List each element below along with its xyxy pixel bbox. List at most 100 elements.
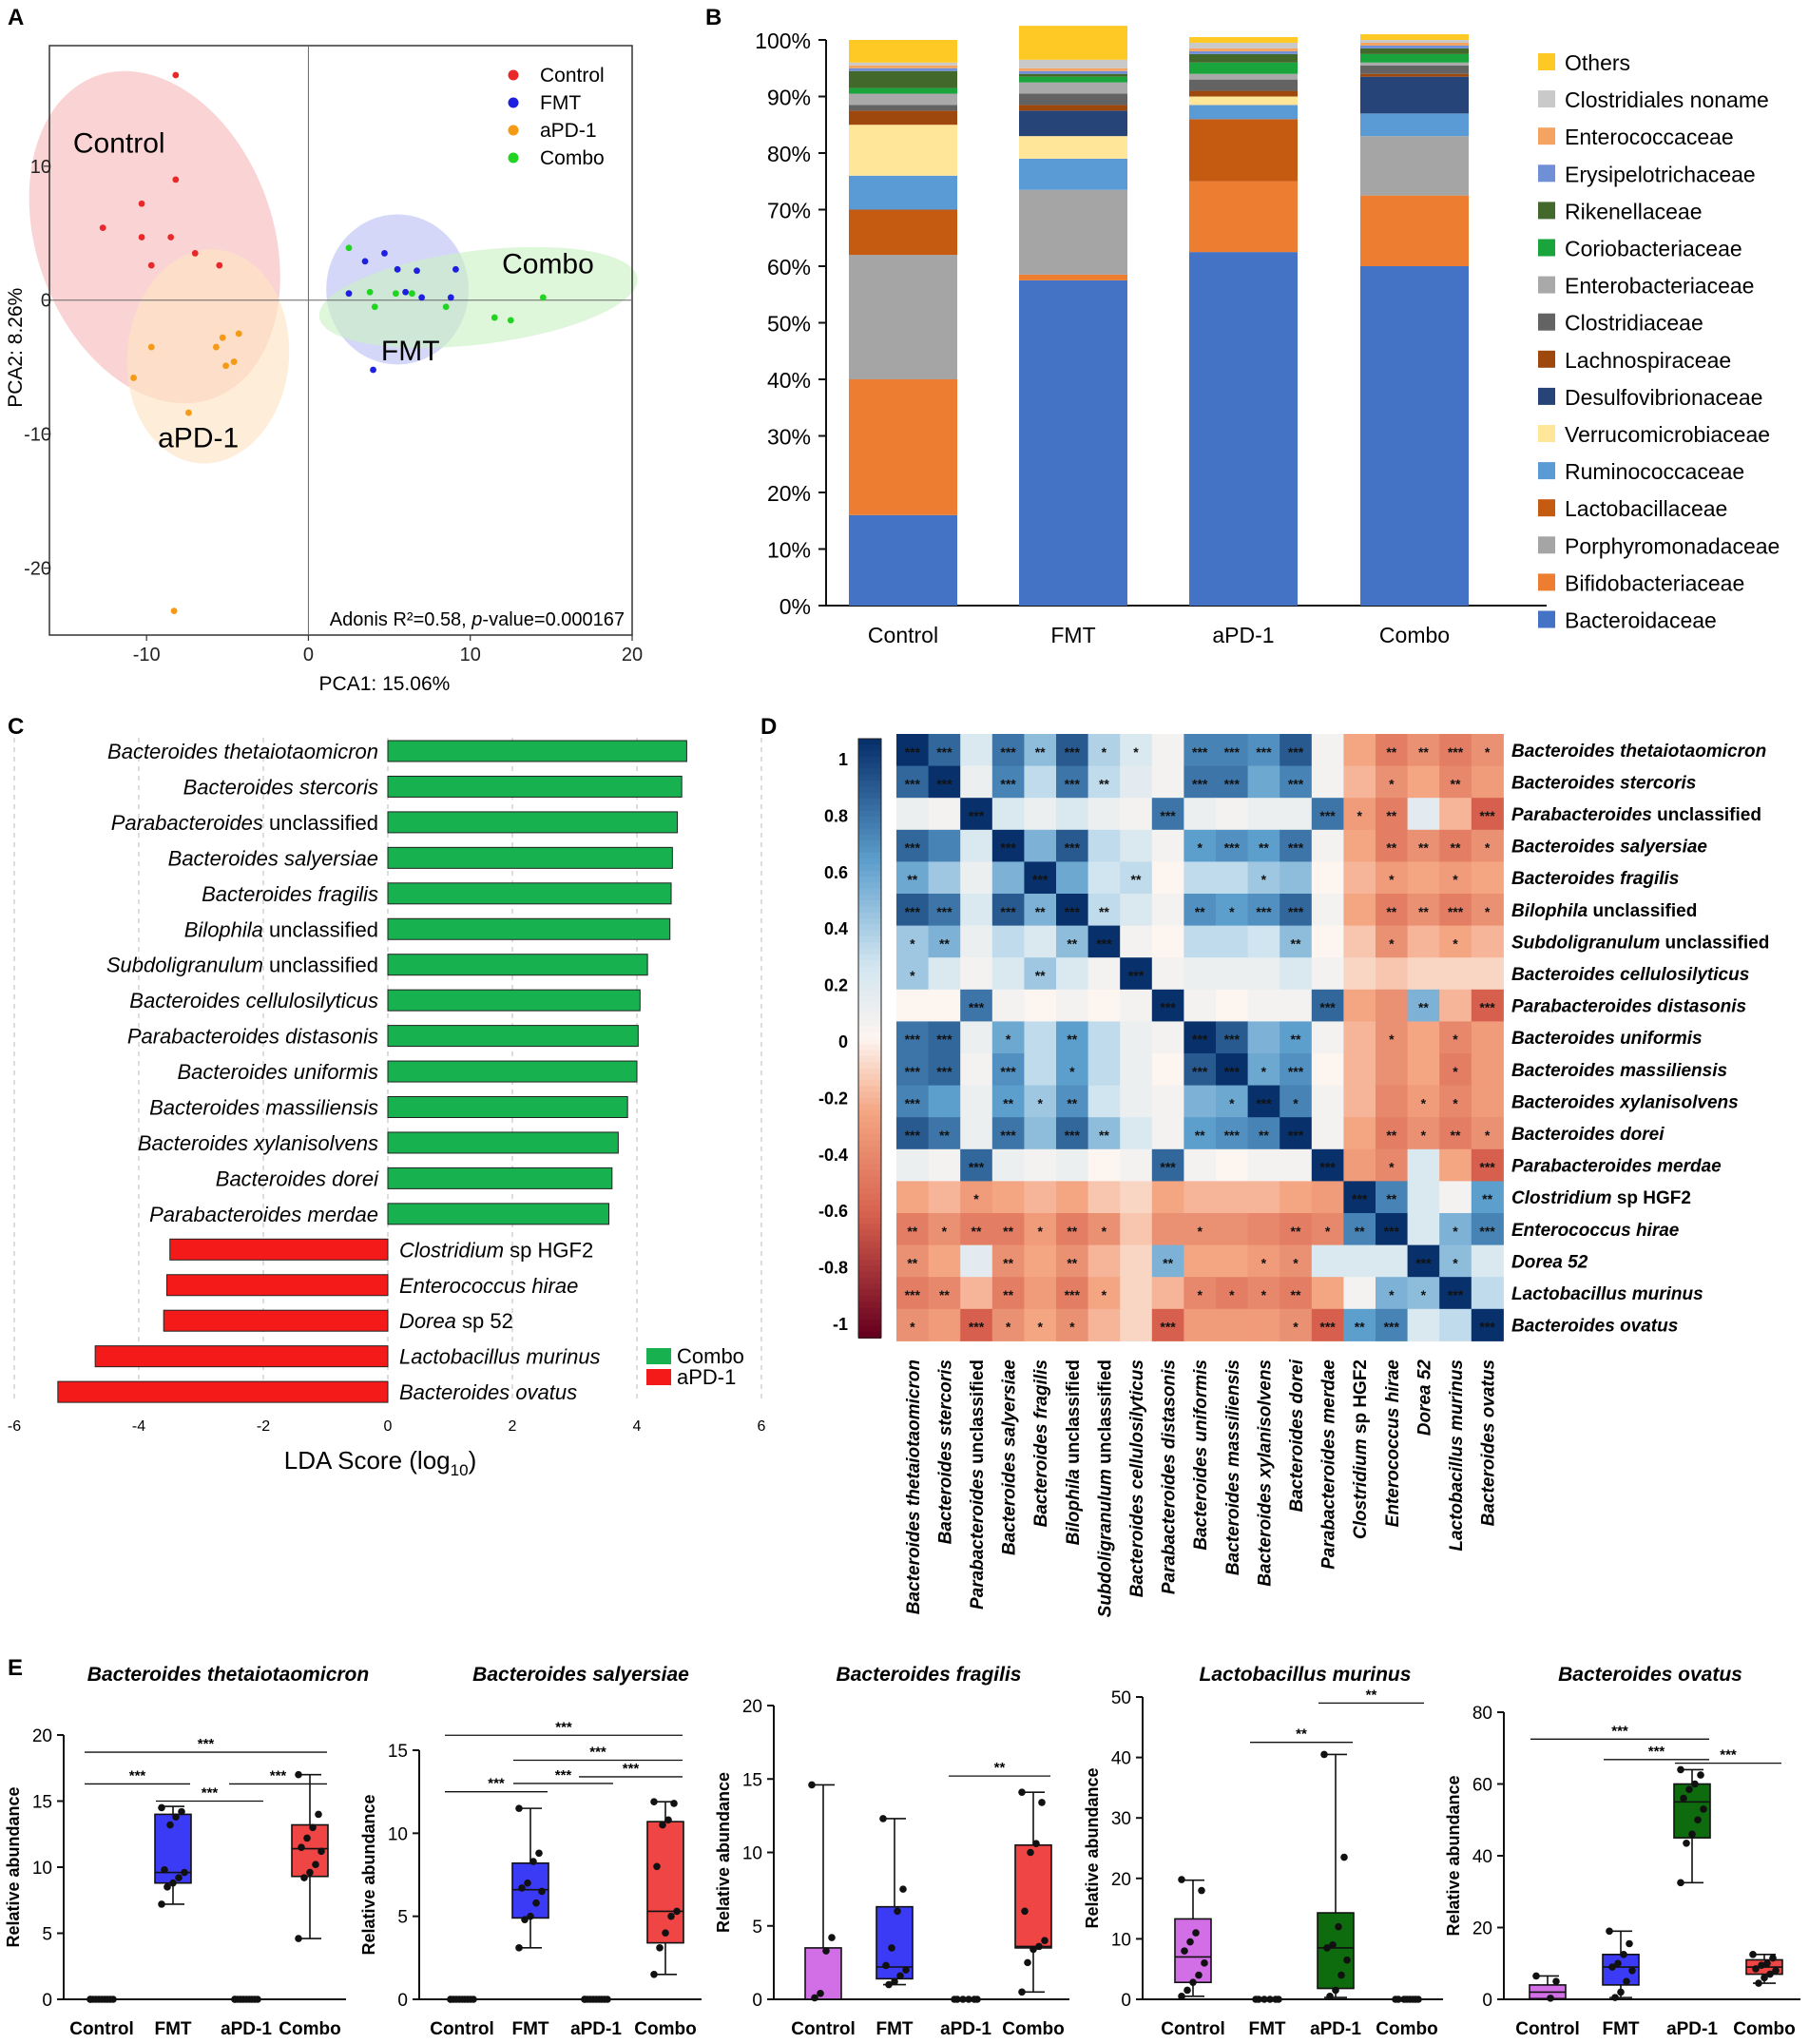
heatmap-cell <box>1216 989 1249 1022</box>
row-label: Enterococcus hirae <box>1511 1221 1680 1241</box>
bar-label: Bacteroides thetaiotaomicron <box>107 740 378 763</box>
heatmap-cell <box>1184 1181 1217 1214</box>
colorbar-segment <box>858 1182 881 1189</box>
heatmap-cell <box>896 734 930 767</box>
text-span: Enterococcus <box>399 1274 526 1298</box>
colorbar-tick: -0.8 <box>818 1259 848 1278</box>
box <box>1174 1918 1212 1983</box>
x-tick-label: Combo <box>1376 2019 1437 2039</box>
heatmap-cell <box>1024 925 1057 958</box>
heatmap-cell <box>928 894 961 927</box>
x-tick-label: FMT <box>1602 2019 1639 2039</box>
data-point <box>300 1874 308 1881</box>
bar-segment-Enterobacteriaceae <box>1360 62 1469 66</box>
significance-stars: *** <box>1319 1320 1336 1335</box>
heatmap-cell <box>1407 734 1440 767</box>
heatmap-cell <box>960 829 993 862</box>
colorbar-segment <box>858 840 881 848</box>
heatmap-cell <box>991 1021 1025 1054</box>
data-point-Control <box>138 200 145 207</box>
heatmap-cell <box>1280 925 1313 958</box>
legend-swatch-Coriobacteriaceae <box>1538 239 1555 257</box>
colorbar-segment <box>858 1325 881 1333</box>
heatmap-cell <box>1056 989 1089 1022</box>
data-point <box>515 1804 523 1812</box>
colorbar-segment <box>858 1122 881 1129</box>
heatmap-cell <box>1151 1053 1184 1087</box>
heatmap-cell <box>960 1181 993 1214</box>
text-span: Combo <box>1376 2019 1437 2039</box>
data-point <box>604 1996 611 2003</box>
significance-stars: * <box>1197 1287 1203 1302</box>
data-point-aPD-1 <box>185 409 192 416</box>
heatmap-cell <box>1376 957 1409 991</box>
heatmap-cell <box>1184 1021 1217 1054</box>
significance-stars: * <box>1453 1095 1458 1110</box>
significance-stars: * <box>1453 1032 1458 1047</box>
text-span: Bacteroides <box>1287 1409 1307 1513</box>
text-span: Bacteroides <box>1511 869 1615 889</box>
significance-stars: ** <box>1482 1191 1492 1206</box>
heatmap-cell <box>991 765 1025 799</box>
heatmap-cell <box>1151 1085 1184 1118</box>
bar-segment-Clostridiaceae <box>1019 93 1127 106</box>
heatmap-cell <box>1247 798 1280 831</box>
colorbar-tick: -0.2 <box>818 1089 848 1108</box>
significance-stars: *** <box>905 904 921 919</box>
heatmap-cell <box>1311 861 1344 895</box>
data-point-aPD-1 <box>170 607 178 615</box>
heatmap-cell <box>928 1117 961 1150</box>
data-point <box>1620 1951 1627 1958</box>
heatmap-cell <box>1311 1244 1344 1278</box>
heatmap-cell <box>1151 1277 1184 1310</box>
heatmap-cell <box>1471 1053 1504 1087</box>
colorbar-segment <box>858 1073 881 1082</box>
colorbar-segment <box>858 1211 881 1219</box>
colorbar-segment <box>858 816 881 824</box>
bar-segment-Verrucomicrobiaceae <box>849 125 957 176</box>
lda-bar-chart: Bacteroides thetaiotaomicronBacteroides … <box>8 738 766 1479</box>
column-label: Parabacteroides unclassified <box>968 1359 988 1610</box>
legend-label: Coriobacteriaceae <box>1565 237 1742 261</box>
significance-label: ** <box>994 1760 1006 1776</box>
lda-bar <box>387 775 683 798</box>
data-point <box>1614 1959 1622 1968</box>
significance-stars: ** <box>1451 840 1461 856</box>
x-tick-label: -4 <box>132 1418 145 1435</box>
significance-stars: * <box>1389 935 1395 951</box>
y-tick-label: 100% <box>755 29 811 53</box>
heatmap-cell <box>991 798 1025 831</box>
heatmap-cell <box>1376 798 1409 831</box>
colorbar-segment <box>858 876 881 884</box>
text-span: Parabacteroides <box>1160 1454 1180 1594</box>
data-point-Control <box>167 234 175 241</box>
colorbar-segment <box>858 792 881 800</box>
bar-label: Clostridium sp HGF2 <box>399 1238 593 1262</box>
heatmap-cell <box>1376 989 1409 1022</box>
heatmap-cell <box>1439 765 1472 799</box>
heatmap-cell <box>1280 1244 1313 1278</box>
bar-segment-Lachnospiraceae <box>1019 105 1127 111</box>
heatmap-cell <box>991 1148 1025 1182</box>
data-point <box>464 1996 471 2003</box>
x-tick-label: FMT <box>511 2019 548 2039</box>
bar-label: Dorea sp 52 <box>399 1309 513 1333</box>
heatmap-cell <box>1376 1277 1409 1310</box>
y-axis-label: Relative abundance <box>4 1786 23 1947</box>
heatmap-cell <box>1120 1244 1153 1278</box>
legend-swatch-Ruminococcaceae <box>1538 462 1555 480</box>
significance-stars: *** <box>1384 1320 1400 1335</box>
significance-stars: ** <box>907 1255 917 1270</box>
data-point <box>295 1935 302 1942</box>
data-point <box>1697 1771 1704 1779</box>
significance-label: *** <box>623 1761 640 1777</box>
bar-segment-Porphyromonadaceae <box>849 255 957 379</box>
data-point <box>1186 1938 1194 1946</box>
text-span: Parabacteroides <box>111 811 263 835</box>
plot-title: Bacteroides thetaiotaomicron <box>87 1664 369 1686</box>
heatmap-cell <box>928 1181 961 1214</box>
lda-bar <box>387 1167 613 1189</box>
row-label: Bacteroides uniformis <box>1511 1029 1703 1049</box>
lda-bar <box>94 1345 389 1368</box>
